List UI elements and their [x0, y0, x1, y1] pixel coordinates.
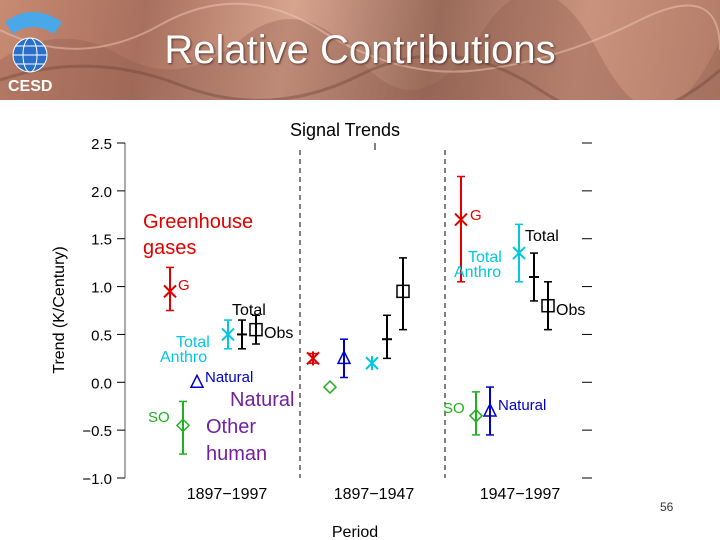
obs-label: Obs — [264, 325, 293, 342]
greenhouse-label: gases — [143, 237, 196, 259]
mountain-texture — [0, 0, 720, 100]
obs-label: Obs — [556, 302, 585, 319]
page-number: 56 — [660, 500, 674, 514]
star-marker — [163, 284, 177, 299]
total-anthro-label: Total — [468, 249, 502, 266]
period-label-1: 1897−1947 — [334, 486, 415, 503]
diamond-marker — [322, 380, 338, 395]
logo-text: CESD — [8, 78, 53, 95]
square-marker — [541, 298, 555, 313]
g-label: G — [470, 207, 482, 224]
y-tick-label: 2.0 — [91, 184, 112, 201]
y-tick-label: 2.5 — [91, 136, 112, 153]
triangle-marker — [189, 373, 205, 389]
square-marker — [249, 322, 263, 337]
greenhouse-label: Greenhouse — [143, 211, 253, 233]
total-anthro-label: Anthro — [160, 349, 207, 366]
natural-label: Natural — [205, 369, 253, 386]
g-label: G — [178, 277, 190, 294]
y-tick-label: 1.5 — [91, 232, 112, 249]
triangle-marker — [482, 402, 498, 417]
star-marker — [365, 356, 379, 371]
star-marker — [221, 327, 235, 342]
y-tick-label: 0.0 — [91, 375, 112, 392]
data-marks — [163, 175, 555, 455]
total-label: Total — [232, 302, 266, 319]
triangle-marker — [336, 349, 352, 365]
y-tick-label: 1.0 — [91, 280, 112, 297]
y-tick-label: −1.0 — [82, 471, 112, 488]
diamond-marker — [175, 418, 191, 433]
natural-other-human-label: Natural — [230, 389, 294, 411]
y-tick-label: −0.5 — [82, 423, 112, 440]
natural-label: Natural — [498, 397, 546, 414]
natural-other-human-label: human — [206, 443, 267, 465]
annotation-labels: GreenhousegasesGGTotalTotalObsObsTotalAn… — [143, 207, 585, 465]
total-anthro-label: Anthro — [454, 264, 501, 281]
header-banner: CESD Relative Contributions — [0, 0, 720, 100]
period-label-0: 1897−1997 — [187, 486, 268, 503]
square-marker — [396, 284, 410, 299]
chart-axes: Signal Trends Trend (K/Century) Period 1… — [51, 120, 560, 540]
y-axis-label: Trend (K/Century) — [51, 246, 68, 373]
slide-title: Relative Contributions — [164, 28, 556, 72]
natural-other-human-label: Other — [206, 416, 256, 438]
diamond-marker — [468, 408, 484, 423]
chart-title: Signal Trends — [290, 120, 400, 140]
total-label: Total — [525, 228, 559, 245]
star-marker — [306, 351, 320, 366]
so-label: SO — [148, 409, 170, 426]
so-label: SO — [443, 400, 465, 417]
star-marker — [454, 212, 468, 227]
star-marker — [512, 246, 526, 261]
x-axis-label: Period — [332, 524, 378, 540]
total-anthro-label: Total — [176, 334, 210, 351]
y-ticks: 2.5 2.0 1.5 1.0 0.5 0.0 −0.5 −1.0 — [82, 136, 592, 488]
globe-logo-icon — [5, 12, 62, 73]
period-label-2: 1947−1997 — [480, 486, 561, 503]
y-tick-label: 0.5 — [91, 327, 112, 344]
